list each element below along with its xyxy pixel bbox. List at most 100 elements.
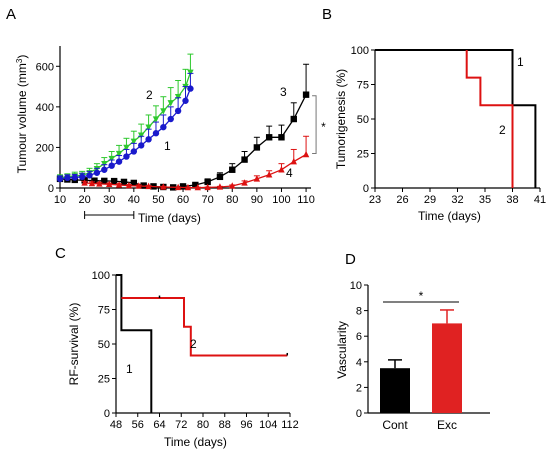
panel-a-point <box>86 172 93 179</box>
panel-a-point <box>229 166 236 173</box>
panel-a-x-tick-label: 40 <box>128 194 140 206</box>
panel-a-point <box>192 181 199 189</box>
panel-a-point <box>106 180 113 188</box>
panel-d-vascularity-chart: Vascularity 0 2 4 6 8 10 Cont Exc * <box>335 280 490 432</box>
panel-d-bar-cont <box>380 368 410 413</box>
panel-b-tumorigenesis-chart: Tumorigenesis (%) Time (days) 0 25 50 75 100… <box>334 45 546 223</box>
panel-a-point <box>64 174 71 182</box>
panel-a-point <box>130 179 138 187</box>
panel-a-point <box>138 132 145 139</box>
panel-a-x-tick-label: 60 <box>177 194 189 206</box>
panel-b-x-tick-label: 41 <box>534 194 546 206</box>
panel-b-y-tick-label: 100 <box>351 45 369 57</box>
panel-a-point <box>241 156 248 163</box>
panel-a-point <box>253 144 261 151</box>
panel-d-y-tick-label: 6 <box>356 331 362 343</box>
panel-a-point <box>138 142 145 149</box>
panel-a-point <box>130 138 138 146</box>
panel-a-point <box>174 183 182 191</box>
panel-a-x-axis-label: Time (days) <box>138 211 201 225</box>
panel-d-category-label: Exc <box>437 418 457 432</box>
panel-b-x-tick-label: 29 <box>424 194 436 206</box>
panel-a-point <box>81 179 88 186</box>
panel-a-point <box>120 178 128 186</box>
panel-a-point <box>78 173 86 181</box>
panel-c-y-tick-label: 25 <box>98 374 110 386</box>
panel-letter-a: A <box>6 6 16 23</box>
panel-a-y-tick-label: 400 <box>36 102 54 114</box>
panel-a-point <box>108 155 115 163</box>
panel-letter-b: B <box>322 6 332 23</box>
panel-c-y-tick-label: 50 <box>98 339 110 351</box>
panel-a-point <box>135 182 142 189</box>
panel-b-series-label-1: 1 <box>517 55 524 69</box>
panel-a-x-tick-label: 80 <box>226 194 238 206</box>
panel-c-rf-survival-chart: RF-survival (%) Time (days) 0 25 50 75 100 48… <box>67 270 299 449</box>
panel-a-x-tick-label: 110 <box>297 194 315 206</box>
panel-a-point <box>204 183 211 191</box>
panel-b-series-2-line <box>465 50 514 188</box>
panel-b-x-tick-label: 32 <box>451 194 463 206</box>
panel-a-series-label-4: 4 <box>286 166 293 180</box>
panel-b-y-tick-label: 50 <box>357 114 369 126</box>
panel-a-point <box>182 97 189 104</box>
panel-b-y-tick-label: 0 <box>363 183 369 195</box>
panel-a-point <box>101 166 108 173</box>
panel-d-y-tick-label: 4 <box>356 357 362 369</box>
panel-c-x-tick-label: 80 <box>197 419 209 431</box>
panel-a-point <box>187 69 194 77</box>
panel-d-y-tick-label: 0 <box>356 408 362 420</box>
panel-a-y-axis-label: Tumour volume (mm3) <box>15 55 29 174</box>
panel-a-series-label-3: 3 <box>280 85 287 99</box>
panel-b-x-tick-label: 23 <box>369 194 381 206</box>
panel-c-x-tick-label: 64 <box>153 419 165 431</box>
panel-a-point <box>115 158 123 165</box>
panel-a-point <box>290 157 297 165</box>
panel-a-point <box>253 175 261 182</box>
panel-a-point <box>108 162 115 169</box>
panel-a-point <box>152 116 160 123</box>
panel-c-x-tick-label: 104 <box>259 419 277 431</box>
panel-a-point <box>174 107 182 115</box>
panel-a-x-tick-label: 70 <box>202 194 214 206</box>
panel-c-series-label-1: 1 <box>126 362 133 376</box>
panel-a-point <box>302 91 310 98</box>
panel-a-point <box>110 177 118 185</box>
panel-c-series-2-line <box>121 297 288 357</box>
panel-a-point <box>130 148 138 155</box>
panel-a-point <box>145 136 152 143</box>
panel-a-x-tick-label: 20 <box>78 194 90 206</box>
panel-a-series-1 <box>56 72 194 183</box>
panel-d-y-tick-label: 8 <box>356 306 362 318</box>
panel-a-significance-bracket <box>312 95 317 155</box>
panel-a-point <box>152 130 160 137</box>
panel-a-point <box>174 94 182 101</box>
panel-a-point <box>101 177 108 185</box>
panel-a-point <box>160 183 167 190</box>
panel-c-y-axis-label: RF-survival (%) <box>67 303 81 386</box>
panel-a-x-tick-label: 30 <box>103 194 115 206</box>
panel-a-point <box>179 183 187 190</box>
panel-a-point <box>145 182 152 190</box>
panel-a-point <box>187 85 194 92</box>
panel-b-y-tick-label: 25 <box>357 149 369 161</box>
panel-a-point <box>115 150 123 158</box>
panel-a-y-tick-label: 200 <box>36 142 54 154</box>
panel-a-point <box>184 183 192 191</box>
panel-a-tumour-volume-chart: Tumour volume (mm3) Time (days) 0 200 400 6… <box>15 46 326 225</box>
panel-b-x-tick-label: 26 <box>396 194 408 206</box>
panel-a-y-axis-label-superscript: 3 <box>15 58 24 63</box>
panel-a-point <box>278 166 285 173</box>
panel-a-point <box>167 100 174 107</box>
panel-a-point <box>56 175 64 183</box>
panel-c-x-axis-label: Time (days) <box>164 435 227 449</box>
panel-c-x-tick-label: 88 <box>219 419 231 431</box>
panel-a-point <box>115 181 123 188</box>
panel-b-x-tick-label: 35 <box>479 194 491 206</box>
panel-a-point <box>265 171 273 178</box>
panel-c-x-tick-label: 112 <box>281 419 299 431</box>
panel-a-point <box>88 179 96 187</box>
panel-a-x-tick-label: 10 <box>54 194 66 206</box>
panel-a-y-tick-label: 0 <box>48 183 54 195</box>
